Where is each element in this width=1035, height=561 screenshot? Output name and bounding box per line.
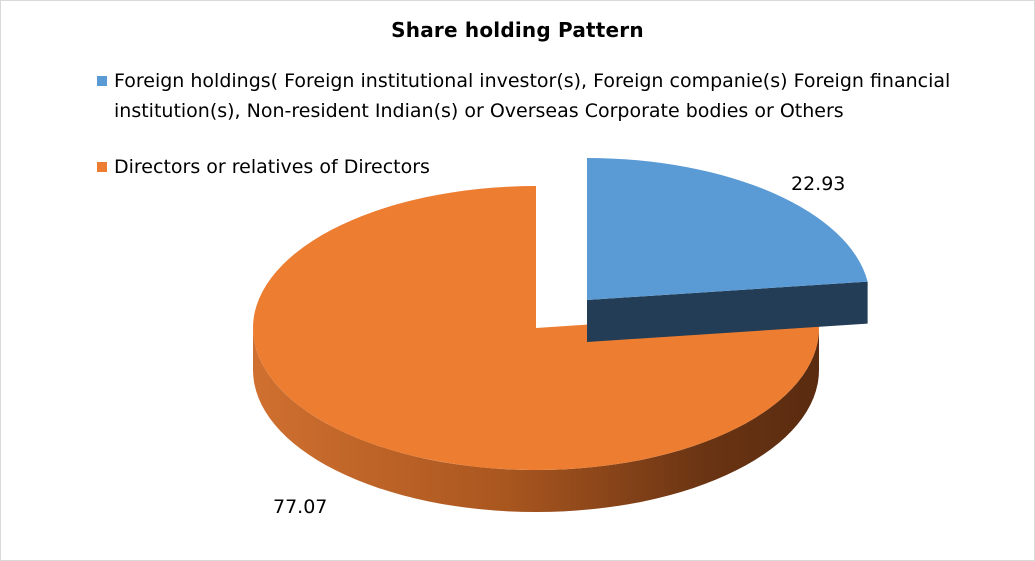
legend-entry-directors: Directors or relatives of Directors [97,152,957,182]
pie-slice-foreign-holdings [587,158,868,300]
data-label-foreign-holdings: 22.93 [791,173,845,195]
legend-label-foreign-holdings: Foreign holdings( Foreign institutional … [114,70,951,122]
legend-swatch-directors [97,162,107,172]
pie-slice-side-directors [253,328,819,512]
legend-swatch-foreign-holdings [97,76,107,86]
pie-slice-directors [253,186,820,470]
legend-entry-foreign-holdings: Foreign holdings( Foreign institutional … [97,66,957,126]
chart-title: Share holding Pattern [391,18,644,42]
data-label-directors: 77.07 [273,496,327,518]
pie-slice-side-foreign-holdings [587,281,868,342]
legend-label-directors: Directors or relatives of Directors [114,156,430,178]
